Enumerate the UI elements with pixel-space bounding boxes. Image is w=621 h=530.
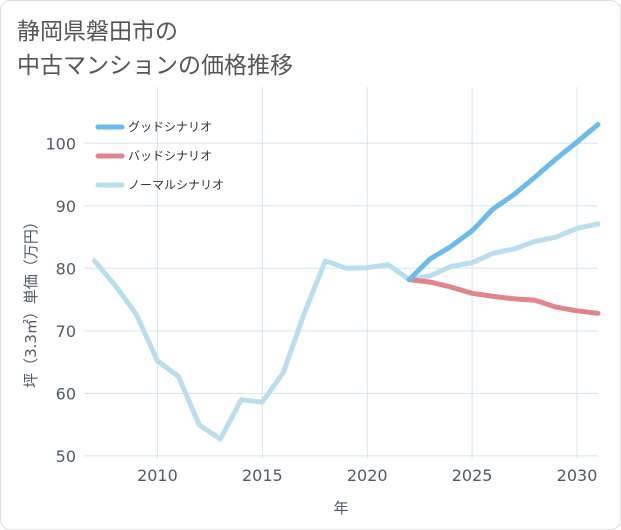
y-tick-label: 90 (56, 197, 76, 216)
series-line-2 (92, 221, 601, 442)
x-axis-label: 年 (333, 499, 348, 517)
legend-label-1: バッドシナリオ (128, 149, 212, 163)
y-tick-label: 70 (56, 322, 76, 341)
y-tick-label: 80 (56, 259, 76, 278)
chart-title-line1: 静岡県磐田市の (17, 19, 178, 45)
chart-title: 静岡県磐田市の 中古マンションの価格推移 (17, 15, 293, 83)
x-tick-label: 2020 (347, 466, 388, 485)
chart-title-line2: 中古マンションの価格推移 (17, 53, 293, 79)
legend-label-0: グッドシナリオ (128, 120, 212, 134)
legend-label-2: ノーマルシナリオ (128, 178, 224, 192)
y-tick-label: 60 (56, 384, 76, 403)
x-tick-label: 2030 (557, 466, 598, 485)
series-line-0 (406, 122, 601, 283)
y-tick-label: 50 (56, 447, 76, 466)
y-axis-label: 坪（3.3㎡）単価（万円） (22, 214, 40, 388)
y-tick-label: 100 (45, 134, 76, 153)
series-line-1 (406, 277, 601, 316)
x-tick-label: 2025 (452, 466, 493, 485)
x-tick-label: 2015 (242, 466, 283, 485)
plot-area (84, 87, 598, 459)
series-lines (92, 122, 601, 442)
axis-ticks: 2010 2015 2020 2025 2030 50 60 70 80 90 100 (45, 134, 597, 485)
x-tick-label: 2010 (137, 466, 178, 485)
